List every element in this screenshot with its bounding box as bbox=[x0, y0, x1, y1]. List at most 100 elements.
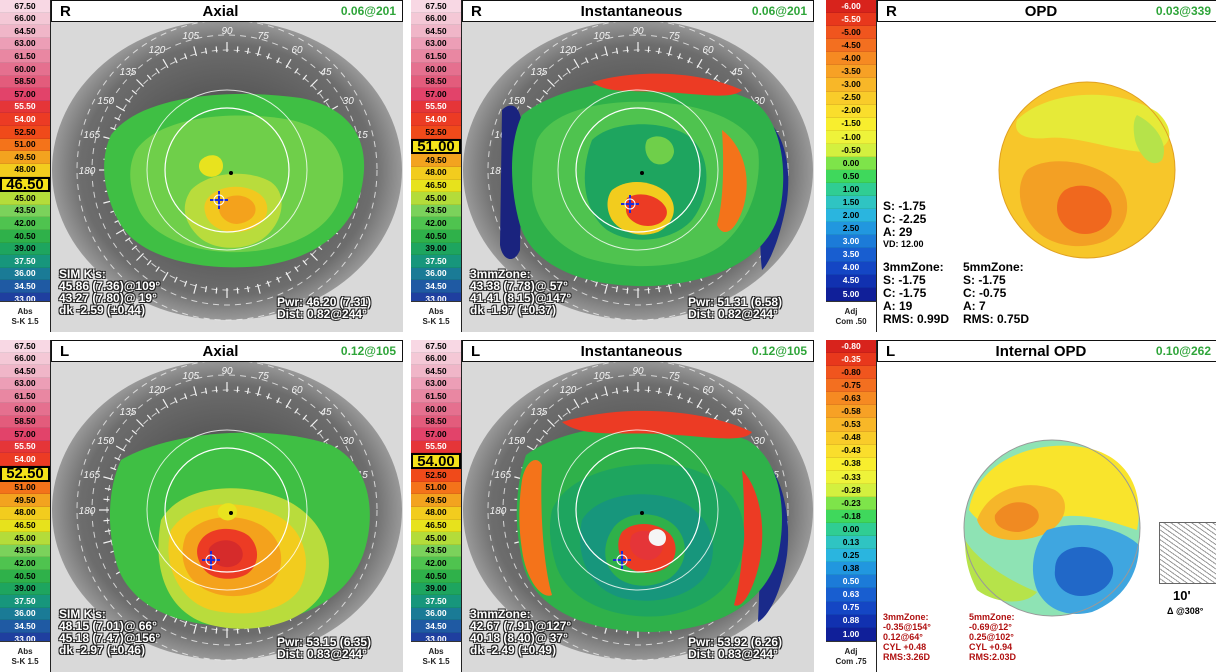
zone-3mm-line2: 0.12@64° bbox=[883, 632, 923, 642]
power-zone-43 bbox=[645, 136, 674, 165]
scale-step-1-00: 1.00 bbox=[826, 183, 876, 197]
color-scale-legend[interactable]: -6.00 -5.50 -5.00 -4.50 -4.00 -3.50 -3.00 -2.50… bbox=[826, 0, 877, 332]
scale-step-0-50: 0.50 bbox=[826, 170, 876, 184]
scale-step-34-50: 34.50 bbox=[411, 620, 461, 634]
scale-step--5-50: -5.50 bbox=[826, 13, 876, 27]
panel-left-instantaneous[interactable]: 67.50 66.00 64.50 63.00 61.50 60.00 58.50 57.00… bbox=[411, 340, 814, 672]
panel-left-axial[interactable]: 67.50 66.00 64.50 63.00 61.50 60.00 58.50 57.00… bbox=[0, 340, 403, 672]
scale-step-54-00: 54.00 bbox=[0, 453, 50, 467]
scale-step-45-00: 45.00 bbox=[0, 532, 50, 545]
angle-tick bbox=[657, 387, 661, 394]
angle-tick bbox=[285, 398, 292, 409]
scale-step-0-13: 0.13 bbox=[826, 536, 876, 550]
zone-3mm-cylinder: CYL +0.48 bbox=[883, 642, 927, 652]
retro-thumbnail[interactable] bbox=[1159, 522, 1216, 584]
pupil-center-marker bbox=[229, 171, 233, 175]
scale-step-39-00: 39.00 bbox=[0, 582, 50, 596]
scale-step-52-50: 52.50 bbox=[411, 469, 461, 482]
angle-tick bbox=[136, 79, 144, 87]
zone-3mm-block: 3mmZone: S: -1.75 C: -1.75 A: 19 RMS: 0.… bbox=[883, 261, 949, 326]
color-scale-legend[interactable]: 67.50 66.00 64.50 63.00 61.50 60.00 58.50 57.00… bbox=[0, 340, 51, 672]
scale-step-63-00: 63.00 bbox=[0, 37, 50, 51]
map-title: Axial bbox=[202, 2, 239, 20]
optical-zone-ring bbox=[146, 429, 308, 591]
angle-tick bbox=[246, 286, 250, 293]
zone-5mm-label: 5mmZone: bbox=[963, 260, 1024, 274]
scale-step-3-00: 3.00 bbox=[826, 235, 876, 249]
map-value: 0.10@262 bbox=[1155, 344, 1211, 358]
sim-k-flat: 43.27 (7.80)@ 19° bbox=[59, 291, 157, 305]
scale-step-48-00: 48.00 bbox=[411, 166, 461, 180]
thumbnail-scale: 10' bbox=[1173, 588, 1191, 603]
angle-tick bbox=[557, 414, 563, 420]
panel-left-internal-opd[interactable]: -0.80 -0.35 -0.80 -0.75 -0.63 -0.58 -0.53 -0.48… bbox=[826, 340, 1216, 672]
scale-step-46-50: 46.50 bbox=[411, 179, 461, 193]
scale-step-36-00: 36.00 bbox=[0, 267, 50, 281]
map-title: OPD bbox=[1024, 2, 1058, 20]
color-scale-legend[interactable]: 67.50 66.00 64.50 63.00 61.50 60.00 58.50 57.00… bbox=[411, 340, 462, 672]
angle-tick bbox=[125, 237, 131, 242]
panel-right-instantaneous[interactable]: 67.50 66.00 64.50 63.00 61.50 60.00 58.50 57.00… bbox=[411, 0, 814, 332]
scale-step--1-00: -1.00 bbox=[826, 130, 876, 144]
scale-step-52-50: 52.50 bbox=[0, 126, 50, 139]
angle-tick bbox=[585, 397, 589, 404]
angle-tick bbox=[104, 529, 111, 533]
angle-tick bbox=[256, 283, 261, 294]
scale-step-37-50: 37.50 bbox=[0, 255, 50, 268]
angle-tick bbox=[215, 287, 218, 294]
scale-step--1-50: -1.50 bbox=[826, 117, 876, 131]
scale-step-46-50: 46.50 bbox=[0, 176, 50, 193]
scale-step-0-25: 0.25 bbox=[826, 549, 876, 563]
scale-step-67-50: 67.50 bbox=[0, 340, 50, 353]
power-value: Pwr: 51.31 (6.58) bbox=[688, 295, 783, 309]
opd-map[interactable] bbox=[877, 20, 1216, 332]
panel-right-opd[interactable]: -6.00 -5.50 -5.00 -4.50 -4.00 -3.50 -3.00 -2.50… bbox=[826, 0, 1216, 332]
angle-label: 135 bbox=[120, 407, 137, 418]
angle-label: 90 bbox=[221, 26, 233, 37]
angle-tick bbox=[104, 487, 111, 491]
scale-step-40-50: 40.50 bbox=[411, 569, 461, 583]
scale-step-49-50: 49.50 bbox=[411, 154, 461, 167]
angle-label: 30 bbox=[754, 96, 766, 107]
scale-step-66-00: 66.00 bbox=[0, 352, 50, 366]
angle-tick bbox=[677, 53, 681, 60]
power-block: Pwr: 51.31 (6.58) Dist: 0.82@244° bbox=[688, 296, 782, 320]
angle-tick bbox=[184, 53, 188, 60]
scale-step-57-00: 57.00 bbox=[411, 428, 461, 441]
scale-step-49-50: 49.50 bbox=[0, 494, 50, 507]
optical-zone-ring bbox=[557, 89, 719, 251]
scale-step--6-00: -6.00 bbox=[826, 0, 876, 14]
scale-step-57-00: 57.00 bbox=[411, 88, 461, 101]
thumbnail-angle: Δ @308° bbox=[1167, 606, 1204, 616]
scale-footer: Abs S-K 1.5 bbox=[0, 641, 50, 672]
zone-5mm-block: 5mmZone: -0.69@12° 0.25@102° CYL +0.94 R… bbox=[969, 612, 1016, 662]
color-scale-legend[interactable]: 67.50 66.00 64.50 63.00 61.50 60.00 58.50 57.00… bbox=[411, 0, 462, 332]
scale-step-37-50: 37.50 bbox=[0, 595, 50, 608]
scale-step-43-50: 43.50 bbox=[411, 204, 461, 218]
color-scale-legend[interactable]: 67.50 66.00 64.50 63.00 61.50 60.00 58.50 57.00… bbox=[0, 0, 51, 332]
angle-tick bbox=[595, 53, 599, 60]
opd-zone-deep-orange bbox=[994, 502, 1039, 532]
angle-label: 90 bbox=[221, 366, 233, 377]
scale-step-0-00: 0.00 bbox=[826, 156, 876, 171]
opd-disc-edge bbox=[998, 81, 1176, 259]
panel-right-axial[interactable]: 67.50 66.00 64.50 63.00 61.50 60.00 58.50 57.00… bbox=[0, 0, 403, 332]
angle-label: 75 bbox=[669, 31, 681, 42]
zone-5mm-block: 5mmZone: S: -1.75 C: -0.75 A: 7 RMS: 0.7… bbox=[963, 261, 1029, 326]
internal-opd-map[interactable] bbox=[877, 360, 1216, 672]
scale-step--0-28: -0.28 bbox=[826, 483, 876, 497]
optical-zone-ring bbox=[575, 107, 701, 233]
color-scale-legend[interactable]: -0.80 -0.35 -0.80 -0.75 -0.63 -0.58 -0.53 -0.48… bbox=[826, 340, 877, 672]
map-header: R OPD 0.03@339 bbox=[877, 0, 1216, 22]
angle-tick bbox=[204, 626, 208, 633]
scale-step-45-00: 45.00 bbox=[411, 192, 461, 205]
scale-step-64-50: 64.50 bbox=[0, 25, 50, 38]
scale-mode: Abs bbox=[428, 307, 444, 317]
scale-step-60-00: 60.00 bbox=[411, 63, 461, 76]
angle-tick bbox=[573, 398, 580, 409]
scale-rows: 67.50 66.00 64.50 63.00 61.50 60.00 58.50 57.00… bbox=[0, 340, 50, 671]
